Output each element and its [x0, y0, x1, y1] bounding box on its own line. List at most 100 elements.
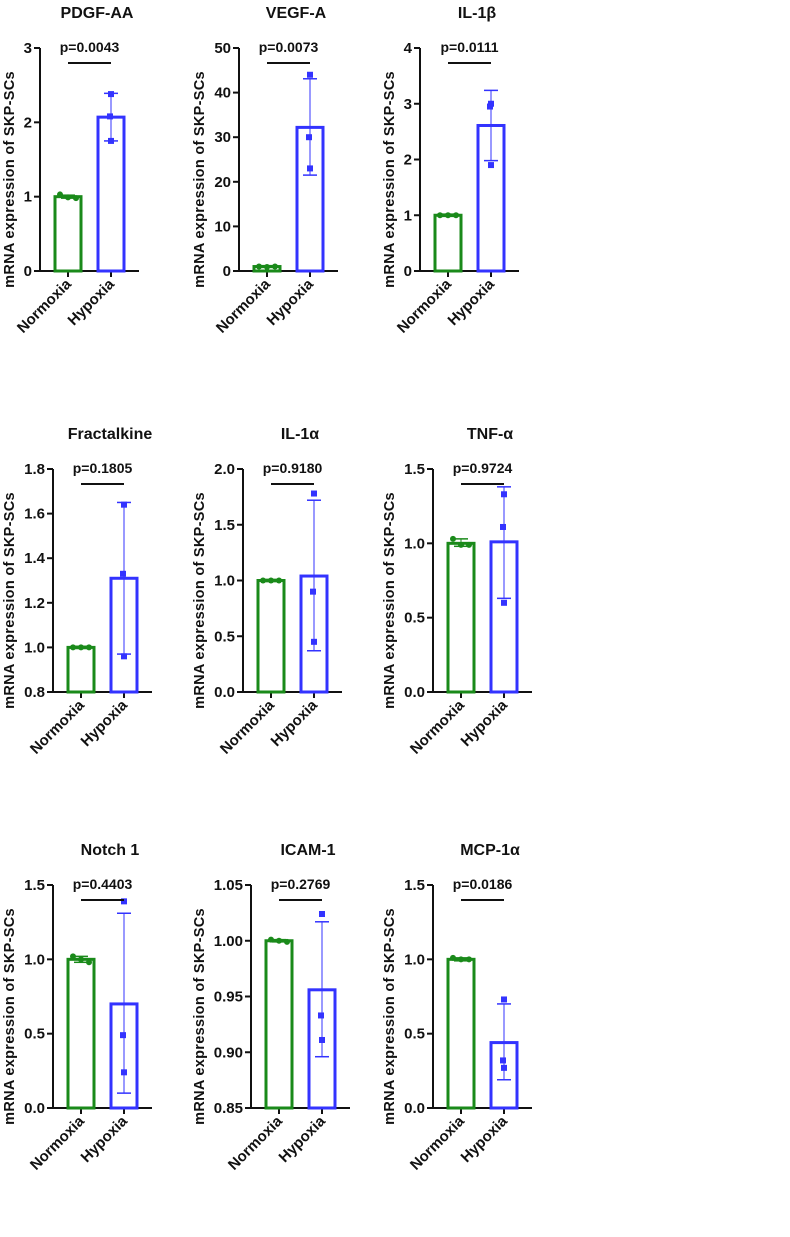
data-point [311, 638, 317, 645]
data-point [453, 212, 459, 219]
chart-panel: ICAM-1 mRNA expression of SKP-SCs 0.85 0.90… [192, 842, 350, 1174]
chart-panel: IL-1α mRNA expression of SKP-SCs 0.0 0.5 1.0… [192, 426, 342, 758]
data-point [86, 959, 92, 966]
bar-normoxia [446, 541, 476, 694]
p-value-label: p=0.0073 [259, 39, 319, 55]
data-point [306, 134, 312, 141]
bar-normoxia [66, 645, 96, 694]
data-point [501, 996, 507, 1003]
data-point [307, 71, 313, 78]
y-tick-label: 0.95 [214, 989, 243, 1006]
x-tick-label: Normoxia [217, 696, 278, 757]
data-point [500, 523, 506, 530]
data-point [318, 1012, 324, 1019]
data-point [284, 938, 290, 945]
data-point [107, 113, 113, 120]
x-tick-label: Normoxia [27, 1112, 88, 1173]
chart-panel: TNF-α mRNA expression of SKP-SCs 0.0 0.5 1.0… [382, 426, 532, 758]
data-point [78, 956, 84, 963]
chart-title: Notch 1 [81, 842, 140, 859]
p-value-label: p=0.4403 [73, 876, 133, 892]
data-point [450, 954, 456, 961]
chart-title: Fractalkine [68, 426, 153, 443]
chart-title: IL-1α [281, 426, 319, 443]
data-point [65, 194, 71, 201]
y-tick-label: 0.5 [404, 1026, 425, 1043]
y-tick-label: 0 [404, 263, 412, 280]
x-tick-label: Hypoxia [445, 275, 499, 329]
x-tick-label: Normoxia [213, 275, 274, 336]
y-tick-label: 1.0 [24, 639, 45, 656]
x-tick-label: Hypoxia [276, 1112, 330, 1166]
x-tick-label: Normoxia [225, 1112, 286, 1173]
y-axis-label: mRNA expression of SKP-SCs [2, 908, 18, 1125]
data-point [458, 541, 464, 548]
data-point [268, 936, 274, 943]
x-tick-label: Normoxia [407, 696, 468, 757]
y-tick-label: 2.0 [214, 461, 235, 478]
y-axis-label: mRNA expression of SKP-SCs [192, 71, 208, 288]
chart-panel: Fractalkine mRNA expression of SKP-SCs 0.8… [2, 426, 153, 758]
y-axis-label: mRNA expression of SKP-SCs [2, 71, 18, 288]
y-tick-label: 0 [223, 263, 231, 280]
data-point [458, 956, 464, 963]
data-point [501, 491, 507, 498]
bar-normoxia [66, 957, 96, 1110]
x-tick-label: Hypoxia [264, 275, 318, 329]
y-tick-label: 1.00 [214, 933, 243, 950]
y-tick-label: 40 [214, 85, 231, 102]
y-tick-label: 0.85 [214, 1100, 243, 1117]
y-tick-label: 0.5 [404, 610, 425, 627]
y-tick-label: 2 [404, 152, 412, 169]
data-point [319, 910, 325, 917]
y-axis-label: mRNA expression of SKP-SCs [2, 492, 18, 709]
chart-title: MCP-1α [460, 842, 520, 859]
p-value-label: p=0.2769 [271, 876, 331, 892]
x-tick-label: Hypoxia [458, 1112, 512, 1166]
x-tick-label: Hypoxia [458, 696, 512, 750]
chart-panel: MCP-1α mRNA expression of SKP-SCs 0.0 0.5 1.… [382, 842, 532, 1174]
data-point [437, 212, 443, 219]
y-tick-label: 1.0 [24, 951, 45, 968]
y-tick-label: 1.5 [404, 461, 425, 478]
y-axis-label: mRNA expression of SKP-SCs [382, 71, 398, 288]
data-point [311, 490, 317, 497]
y-axis-label: mRNA expression of SKP-SCs [382, 908, 398, 1125]
x-tick-label: Hypoxia [268, 696, 322, 750]
data-point [70, 644, 76, 651]
y-tick-label: 0.0 [404, 1100, 425, 1117]
x-tick-label: Hypoxia [78, 696, 132, 750]
data-point [73, 195, 79, 202]
y-tick-label: 1.0 [404, 951, 425, 968]
p-value-label: p=0.0043 [60, 39, 120, 55]
data-point [70, 953, 76, 960]
y-tick-label: 0 [24, 263, 32, 280]
chart-title: VEGF-A [266, 5, 327, 22]
p-value-label: p=0.9724 [453, 460, 513, 476]
data-point [78, 644, 84, 651]
y-tick-label: 1.8 [24, 461, 45, 478]
data-point [260, 577, 266, 584]
data-point [450, 535, 456, 542]
y-tick-label: 30 [214, 129, 231, 146]
x-tick-label: Normoxia [407, 1112, 468, 1173]
x-tick-label: Hypoxia [65, 275, 119, 329]
p-value-label: p=0.0111 [440, 39, 498, 55]
y-tick-label: 0.5 [24, 1026, 45, 1043]
data-point [86, 644, 92, 651]
data-point [121, 898, 127, 905]
data-point [264, 263, 270, 270]
data-point [445, 212, 451, 219]
chart-panel: Notch 1 mRNA expression of SKP-SCs 0.0 0.5 1… [2, 842, 152, 1174]
y-tick-label: 1.6 [24, 506, 45, 523]
y-tick-label: 1.2 [24, 595, 45, 612]
bar-normoxia [433, 213, 463, 273]
bar-normoxia [264, 939, 294, 1110]
x-tick-label: Hypoxia [78, 1112, 132, 1166]
bar-normoxia [256, 579, 286, 694]
data-point [276, 937, 282, 944]
chart-title: TNF-α [467, 426, 513, 443]
y-tick-label: 0.90 [214, 1044, 243, 1061]
y-tick-label: 4 [404, 40, 413, 57]
chart-title: ICAM-1 [280, 842, 335, 859]
